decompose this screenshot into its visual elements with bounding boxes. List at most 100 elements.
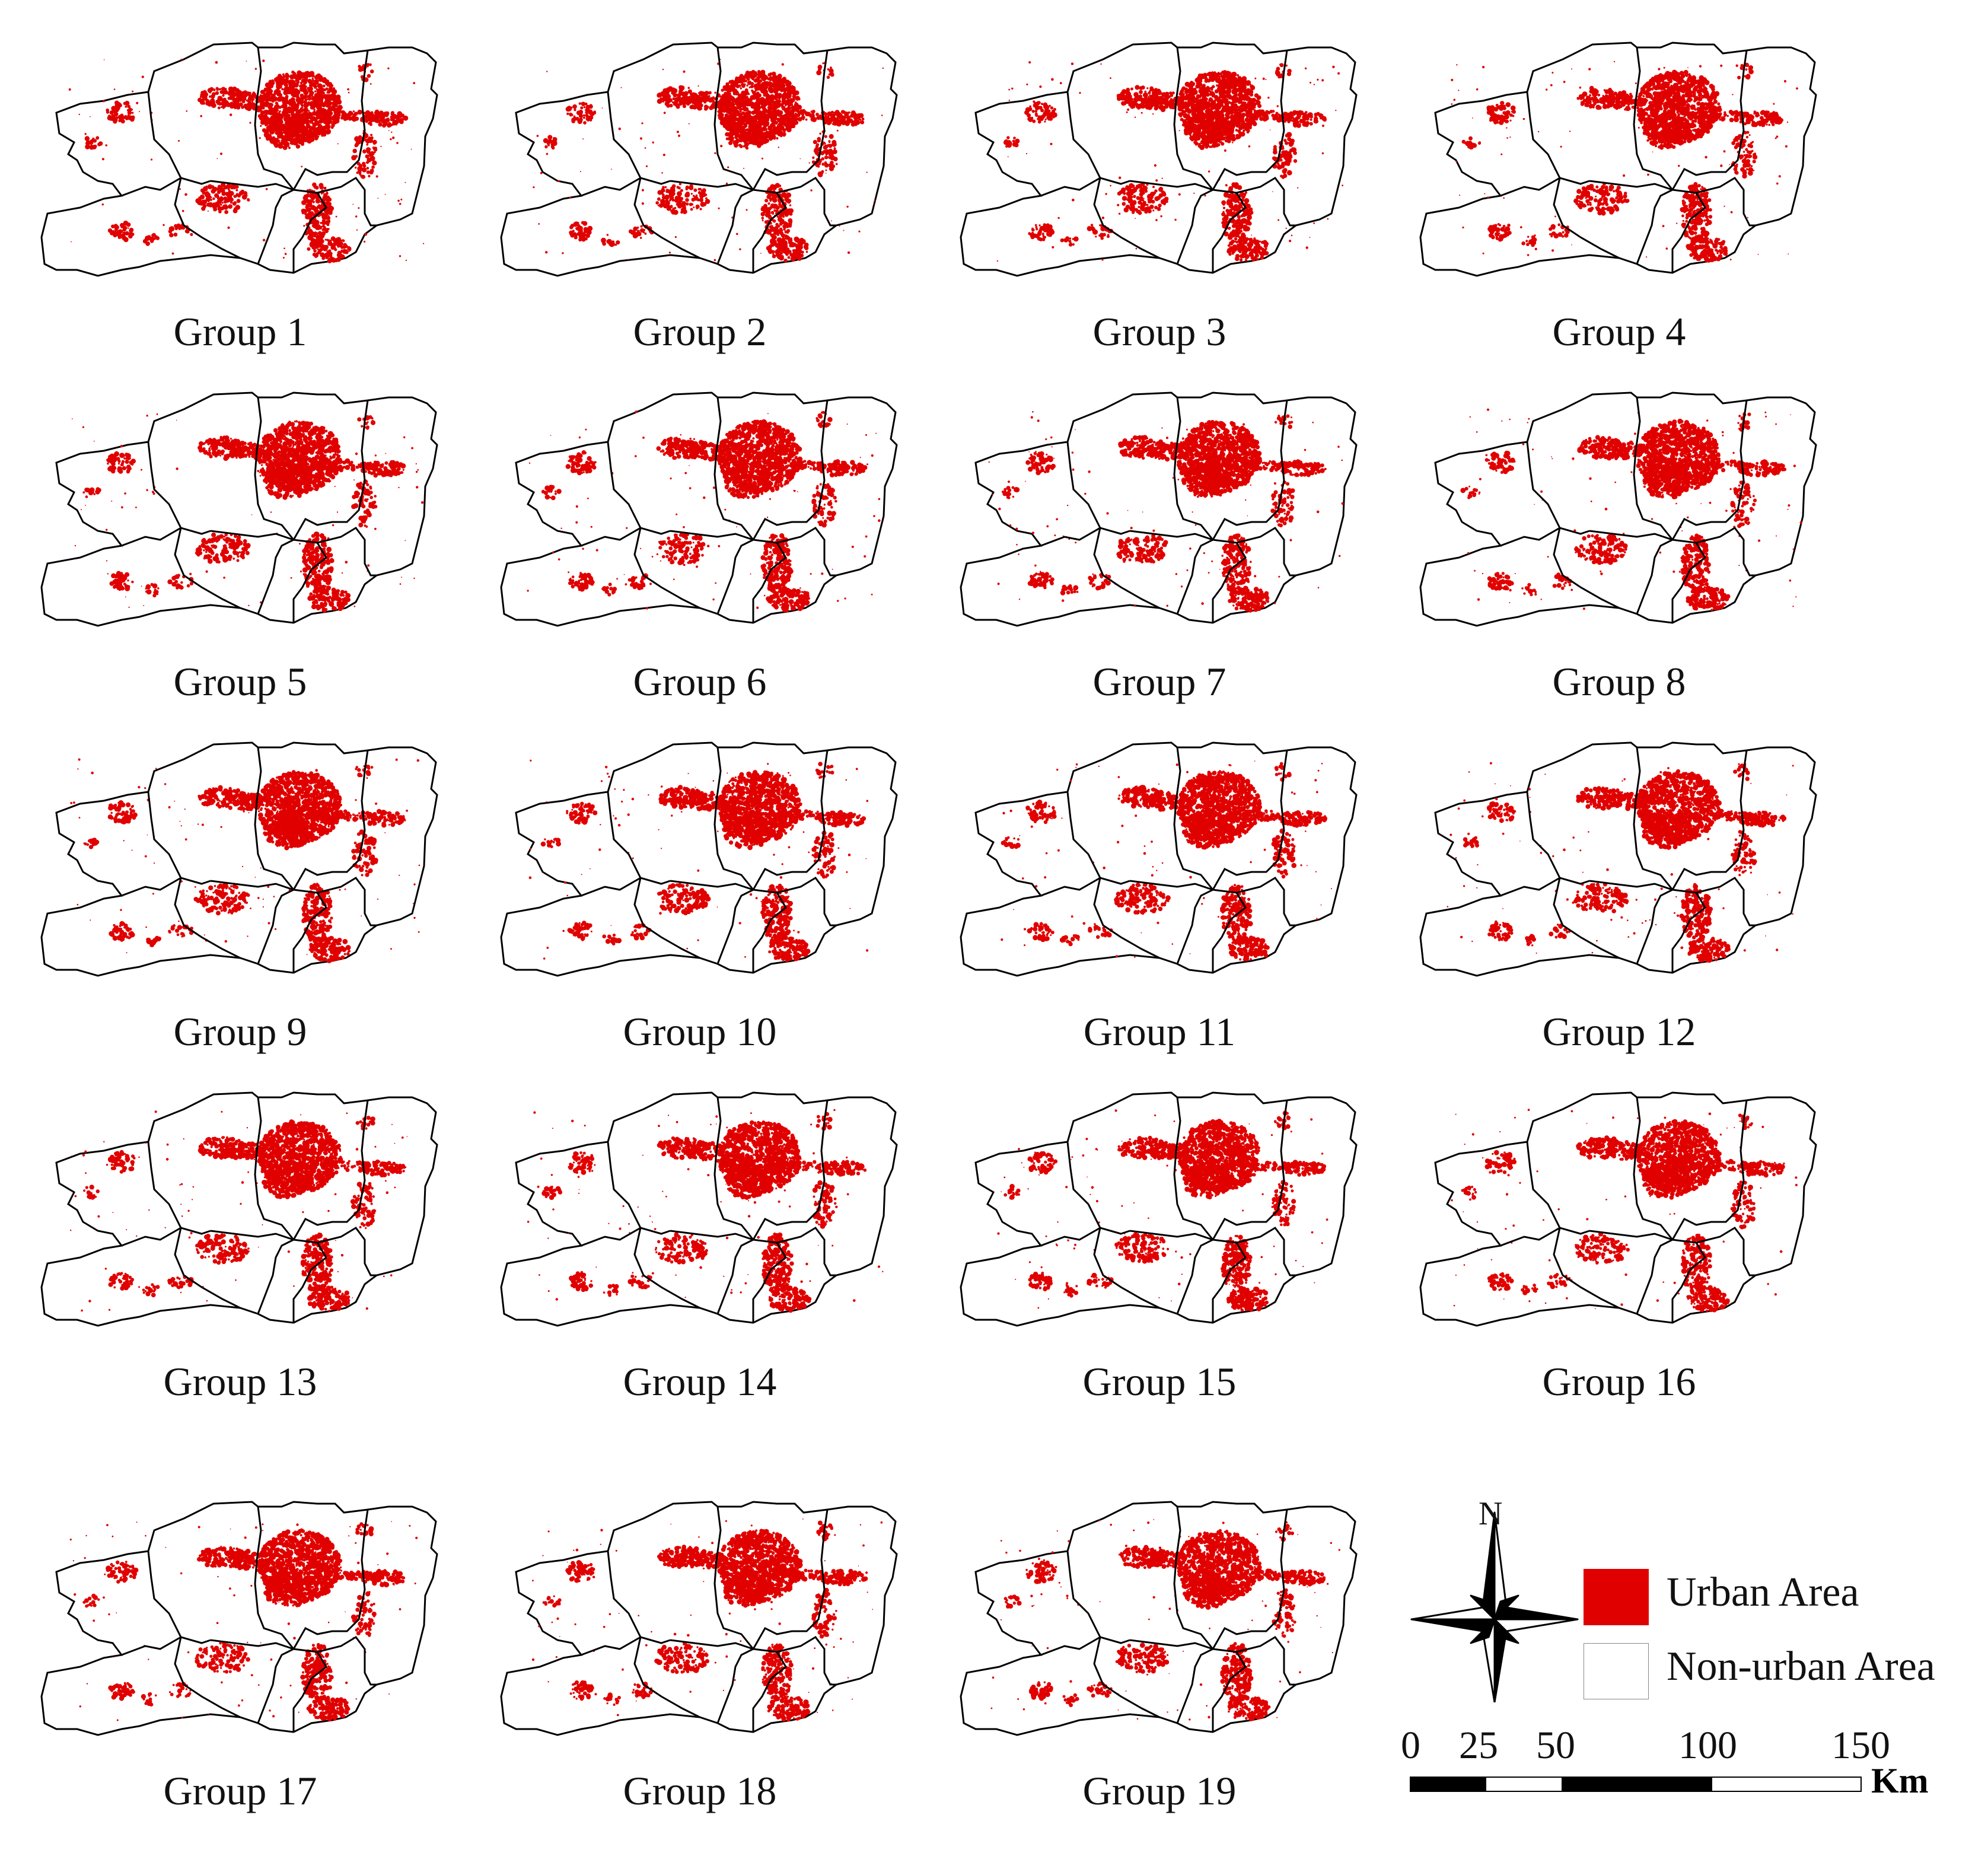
map-caption: Group 1 [33, 308, 448, 355]
district-boundary [1066, 1551, 1130, 1644]
district-boundary [147, 1551, 211, 1644]
district-boundary [633, 877, 700, 959]
district-boundary [257, 1648, 294, 1724]
map-caption: Group 6 [492, 658, 907, 705]
district-boundary [1236, 1227, 1296, 1276]
district-boundary [1176, 1239, 1213, 1314]
map-graphic [500, 1091, 898, 1327]
map-panel: Group 2 [492, 36, 907, 368]
district-boundary [607, 1551, 671, 1644]
urban-area [527, 410, 881, 613]
map-graphic [960, 42, 1358, 277]
map-caption: Group 5 [33, 658, 448, 705]
scale-seg-4 [1712, 1778, 1860, 1791]
region-boundary [960, 391, 1358, 627]
map-graphic [40, 1091, 438, 1327]
district-boundary [317, 1227, 377, 1276]
region-boundary [500, 741, 898, 977]
district-boundary [581, 1227, 641, 1247]
map-panel: Group 9 [33, 736, 448, 1068]
district-boundary [1173, 47, 1214, 190]
district-boundary [257, 189, 294, 265]
district-boundary [1696, 527, 1756, 577]
scale-unit-label: Km [1871, 1761, 1929, 1801]
map-caption: Group 9 [33, 1008, 448, 1055]
map-graphic [40, 42, 438, 277]
district-boundary [1212, 750, 1288, 890]
urban-area [1449, 408, 1802, 612]
district-boundary [254, 397, 295, 540]
scale-seg-2 [1486, 1778, 1562, 1791]
map-panel: Group 11 [952, 736, 1367, 1068]
region-boundary [960, 1091, 1358, 1327]
district-boundary [633, 527, 700, 609]
district-boundary [716, 889, 754, 964]
district-boundary [1500, 527, 1560, 547]
district-boundary [1066, 791, 1130, 885]
district-boundary [716, 539, 754, 615]
district-boundary [581, 1636, 641, 1656]
district-boundary [1173, 747, 1214, 890]
district-boundary [1173, 397, 1214, 540]
district-boundary [1236, 877, 1296, 927]
district-boundary [716, 1239, 754, 1314]
urban-area [988, 411, 1344, 613]
district-boundary [257, 539, 294, 615]
urban-area [69, 1521, 418, 1721]
region-boundary [500, 391, 898, 627]
district-boundary [752, 1509, 829, 1650]
district-boundary [1176, 189, 1213, 265]
district-boundary [174, 877, 241, 959]
district-boundary [1040, 1636, 1101, 1656]
district-boundary [1500, 877, 1560, 897]
district-boundary [1212, 1509, 1288, 1650]
district-boundary [1066, 1141, 1130, 1235]
district-boundary [1526, 441, 1590, 535]
map-panel: Group 18 [492, 1495, 907, 1827]
map-graphic [40, 741, 438, 977]
map-panel: Group 5 [33, 386, 448, 718]
district-boundary [1553, 1227, 1620, 1309]
district-boundary [1176, 539, 1213, 615]
urban-area [990, 1519, 1340, 1721]
legend-nonurban-swatch [1584, 1643, 1649, 1699]
district-boundary [121, 527, 181, 547]
district-boundary [1066, 91, 1130, 185]
district-boundary [752, 50, 829, 190]
district-boundary [147, 1141, 211, 1235]
map-caption: Group 7 [952, 658, 1367, 705]
district-boundary [1040, 1227, 1101, 1247]
region-boundary [960, 741, 1358, 977]
district-boundary [1553, 877, 1620, 959]
district-boundary [174, 177, 241, 259]
north-label: N [1479, 1495, 1502, 1533]
urban-area [68, 59, 425, 263]
district-boundary [713, 47, 754, 190]
region-boundary [1419, 1091, 1817, 1327]
legend-urban-swatch [1584, 1569, 1649, 1625]
district-boundary [121, 877, 181, 897]
district-boundary [317, 527, 377, 577]
district-boundary [317, 877, 377, 927]
district-boundary [633, 1227, 700, 1309]
map-panel: Group 14 [492, 1085, 907, 1418]
district-boundary [607, 791, 671, 885]
district-boundary [174, 1637, 241, 1718]
map-graphic [40, 391, 438, 627]
district-boundary [607, 1141, 671, 1235]
urban-area [527, 1109, 884, 1313]
district-boundary [607, 441, 671, 535]
district-boundary [716, 1648, 754, 1724]
map-caption: Group 17 [33, 1768, 448, 1814]
district-boundary [716, 189, 754, 265]
map-panel: Group 19 [952, 1495, 1367, 1827]
legend-nonurban-label: Non-urban Area [1667, 1643, 1935, 1691]
district-boundary [752, 1100, 829, 1240]
district-boundary [776, 877, 836, 927]
legend-urban-label: Urban Area [1667, 1569, 1859, 1616]
map-caption: Group 4 [1412, 308, 1827, 355]
district-boundary [1633, 747, 1674, 890]
district-boundary [713, 747, 754, 890]
district-boundary [257, 1239, 294, 1314]
district-boundary [581, 877, 641, 897]
